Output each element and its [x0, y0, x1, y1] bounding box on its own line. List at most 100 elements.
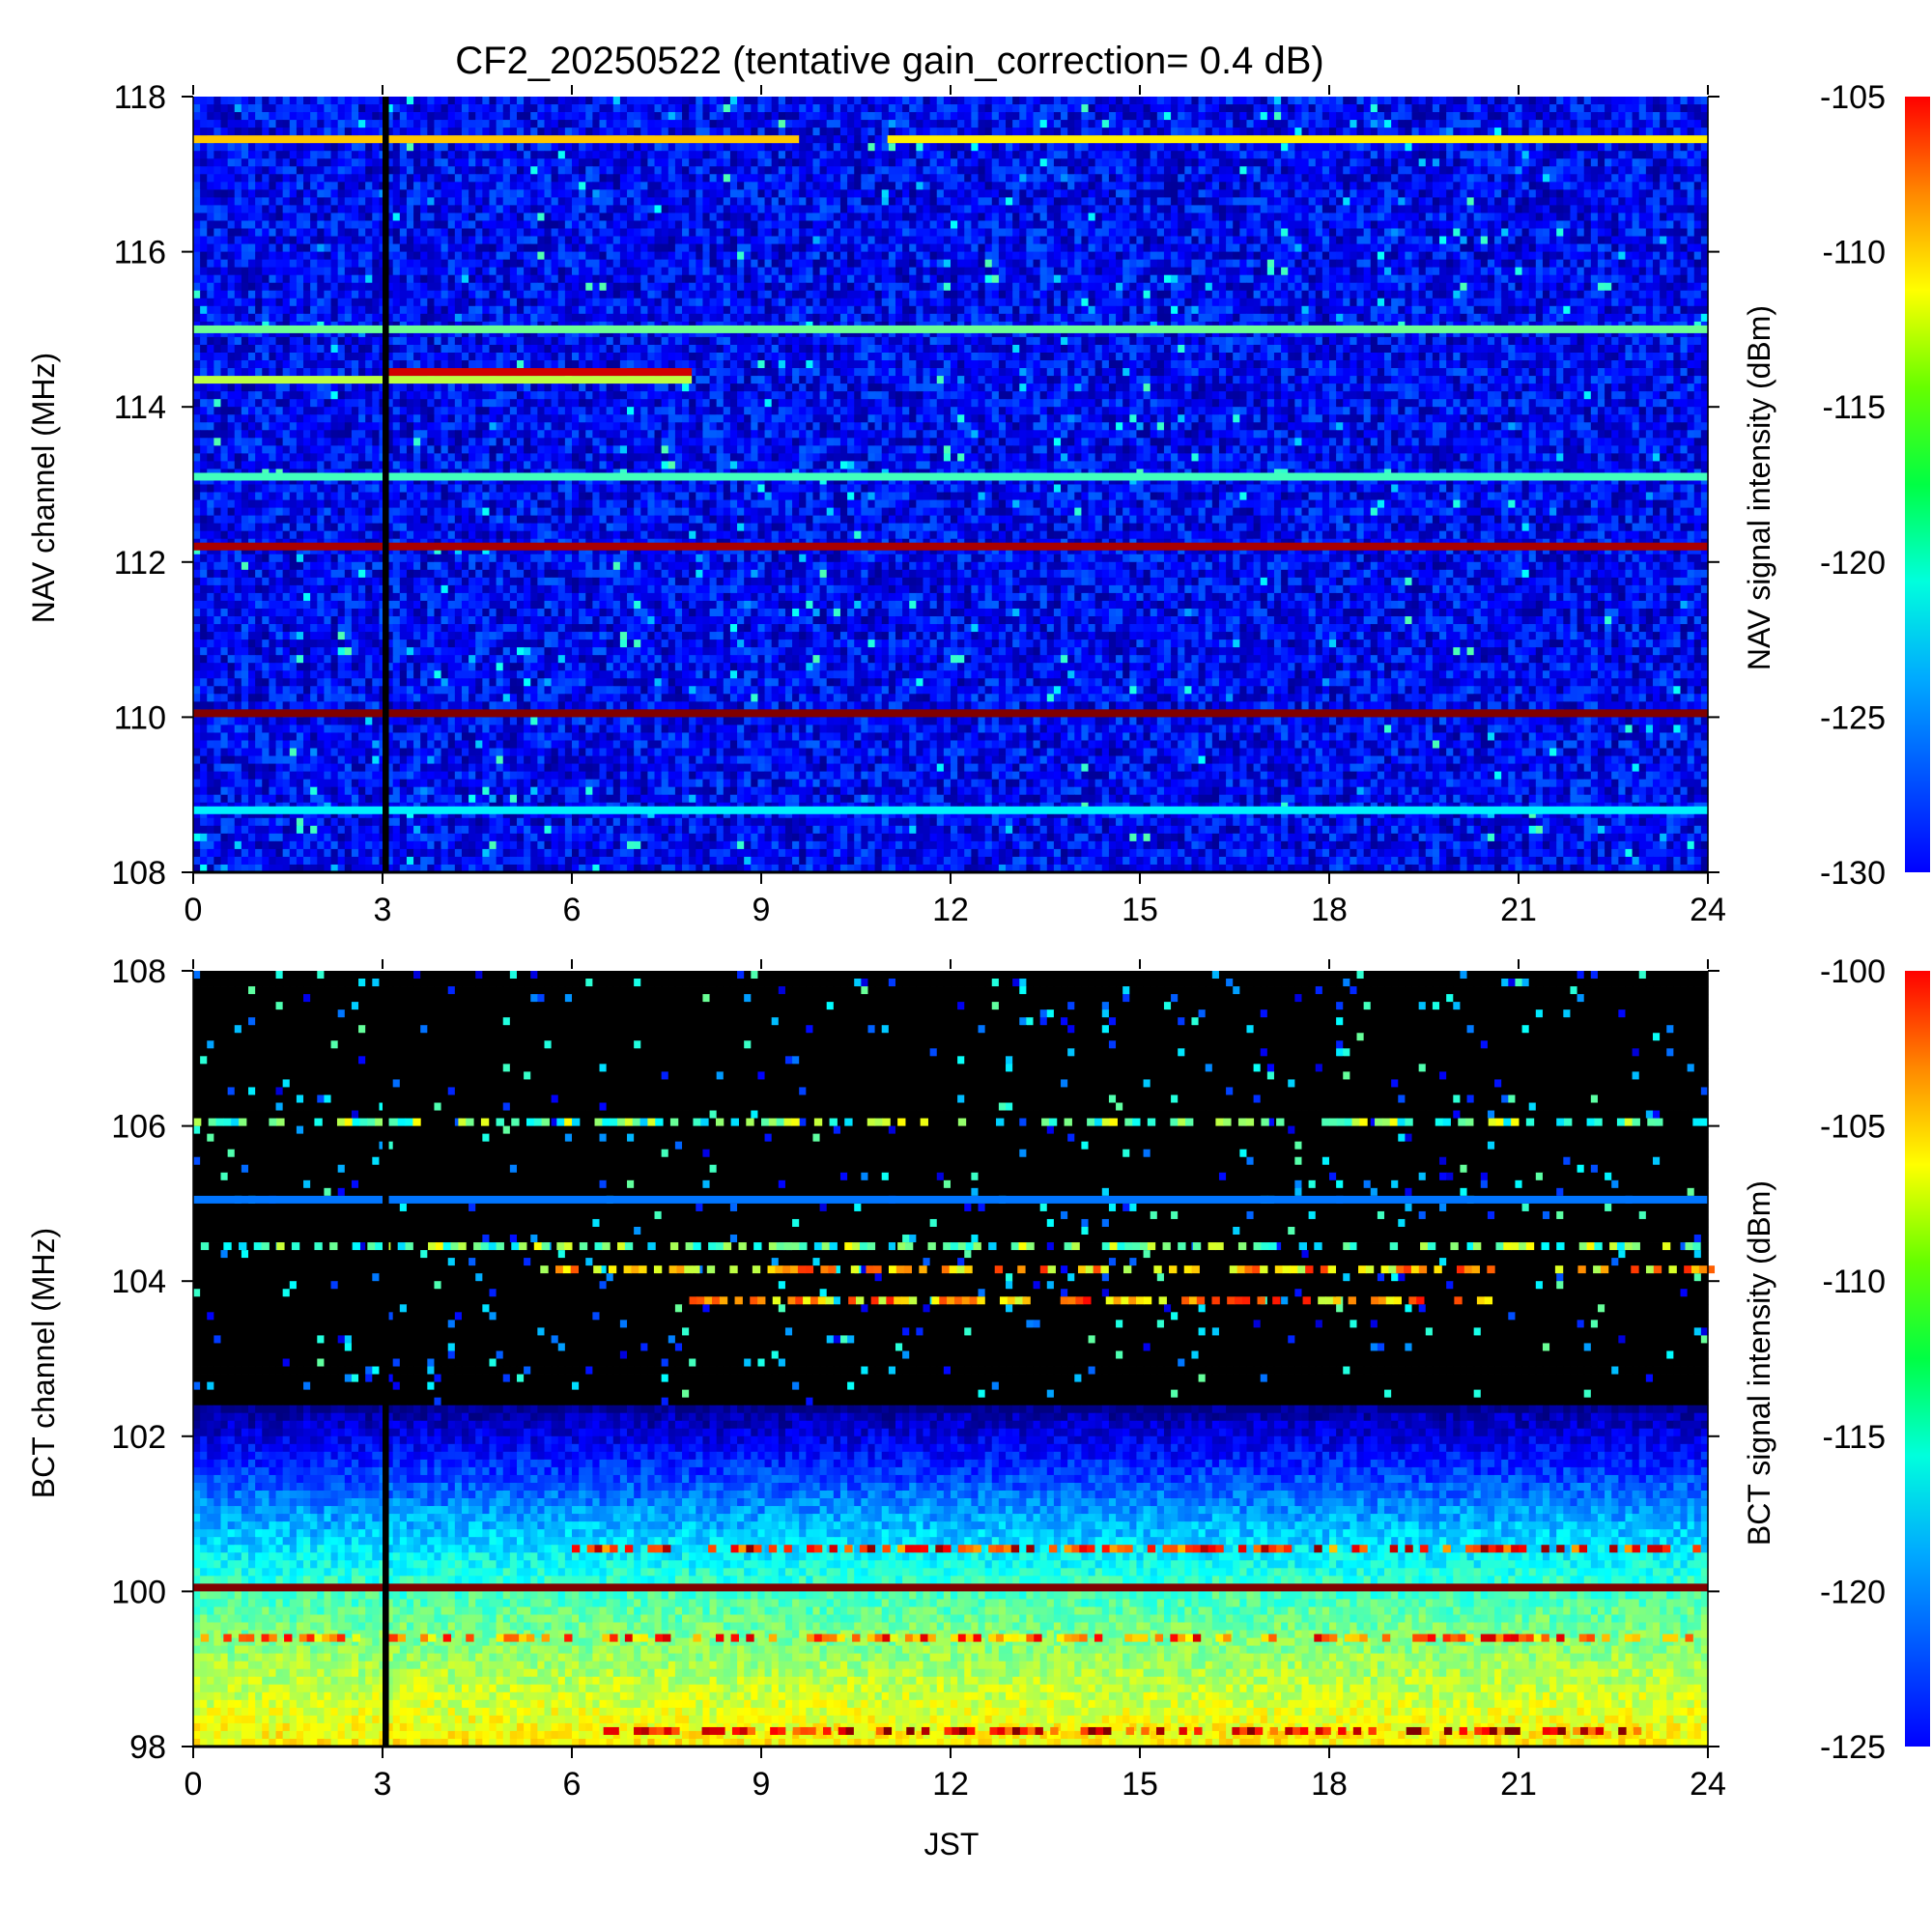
nav-heat-cell: [1212, 104, 1220, 112]
nav-heat-cell: [1246, 112, 1254, 120]
nav-heat-cell: [1081, 104, 1089, 112]
nav-heat-cell: [427, 104, 435, 112]
nav-heat-cell: [572, 120, 580, 128]
nav-heat-cell: [213, 120, 221, 128]
nav-heat-cell: [1412, 104, 1420, 112]
nav-heat-cell: [1453, 120, 1461, 128]
nav-heat-cell: [757, 112, 765, 120]
nav-heat-cell: [1239, 120, 1247, 128]
nav-heat-cell: [772, 104, 780, 112]
nav-heat-cell: [297, 112, 304, 120]
nav-heat-cell: [1316, 112, 1323, 120]
nav-heat-cell: [242, 112, 249, 120]
nav-heat-cell: [489, 120, 497, 128]
nav-heat-cell: [193, 97, 201, 104]
nav-heat-cell: [730, 97, 738, 104]
nav-heat-cell: [283, 97, 291, 104]
nav-heat-cell: [1577, 97, 1585, 104]
nav-heat-cell: [228, 120, 236, 128]
nav-heat-cell: [930, 104, 938, 112]
nav-heat-cell: [834, 120, 841, 128]
nav-heat-cell: [867, 112, 875, 120]
nav-heat-cell: [689, 120, 696, 128]
nav-heat-cell: [503, 97, 511, 104]
nav-heat-cell: [242, 120, 249, 128]
nav-heat-cell: [1294, 104, 1302, 112]
nav-heat-cell: [627, 97, 635, 104]
nav-heat-cell: [372, 112, 380, 120]
nav-heat-cell: [524, 97, 531, 104]
nav-heat-cell: [510, 120, 518, 128]
nav-heat-cell: [757, 120, 765, 128]
nav-heat-cell: [317, 120, 325, 128]
nav-heat-cell: [1371, 120, 1378, 128]
nav-heat-cell: [607, 97, 614, 104]
nav-heat-cell: [358, 112, 366, 120]
nav-heat-cell: [331, 120, 339, 128]
nav-heat-cell: [902, 120, 910, 128]
nav-heat-cell: [469, 97, 476, 104]
nav-heat-cell: [310, 128, 318, 135]
nav-heat-cell: [207, 104, 214, 112]
nav-heat-cell: [434, 128, 441, 135]
nav-heat-cell: [1611, 104, 1619, 112]
nav-heat-cell: [1584, 104, 1592, 112]
nav-heat-cell: [1012, 112, 1020, 120]
nav-heat-cell: [565, 97, 573, 104]
nav-heat-cell: [585, 120, 593, 128]
nav-heat-cell: [324, 112, 331, 120]
nav-heat-cell: [668, 104, 676, 112]
nav-heat-cell: [1012, 104, 1020, 112]
nav-heat-cell: [290, 128, 298, 135]
nav-heat-cell: [1515, 104, 1522, 112]
nav-heat-cell: [744, 104, 752, 112]
nav-heat-cell: [248, 128, 256, 135]
nav-heat-cell: [1144, 120, 1151, 128]
nav-heat-cell: [1274, 104, 1282, 112]
nav-heat-cell: [262, 112, 270, 120]
nav-heat-cell: [1095, 97, 1103, 104]
nav-heat-cell: [530, 104, 538, 112]
nav-heat-cell: [1109, 112, 1117, 120]
nav-heat-cell: [1646, 97, 1654, 104]
nav-heat-cell: [937, 120, 945, 128]
nav-heat-cell: [785, 112, 793, 120]
nav-heat-cell: [242, 97, 249, 104]
nav-heat-cell: [1577, 104, 1585, 112]
nav-heat-cell: [1646, 120, 1654, 128]
nav-heat-cell: [1012, 97, 1020, 104]
nav-heat-cell: [964, 104, 972, 112]
nav-heat-cell: [1040, 104, 1048, 112]
nav-heat-cell: [290, 120, 298, 128]
nav-heat-cell: [1666, 97, 1674, 104]
nav-heat-cell: [1556, 120, 1564, 128]
nav-heat-cell: [269, 120, 276, 128]
nav-heat-cell: [854, 97, 862, 104]
nav-heat-cell: [1549, 112, 1557, 120]
nav-heat-cell: [1405, 97, 1412, 104]
nav-heat-cell: [276, 128, 284, 135]
nav-heat-cell: [441, 104, 449, 112]
nav-heat-cell: [303, 104, 311, 112]
nav-heat-cell: [1398, 104, 1406, 112]
nav-heat-cell: [1034, 104, 1041, 112]
nav-heat-cell: [737, 120, 745, 128]
nav-heat-cell: [1239, 97, 1247, 104]
nav-heat-cell: [1233, 104, 1240, 112]
nav-heat-cell: [737, 97, 745, 104]
nav-heat-cell: [1102, 97, 1110, 104]
nav-heat-cell: [1474, 104, 1482, 112]
nav-heat-cell: [1336, 112, 1344, 120]
nav-heat-cell: [1433, 112, 1440, 120]
nav-heat-cell: [806, 112, 813, 120]
nav-heat-cell: [524, 120, 531, 128]
nav-heat-cell: [572, 104, 580, 112]
nav-heat-cell: [544, 104, 552, 112]
nav-heat-cell: [365, 120, 373, 128]
nav-heat-cell: [269, 128, 276, 135]
nav-heat-cell: [1019, 104, 1027, 112]
nav-heat-cell: [1191, 112, 1199, 120]
nav-heat-cell: [1460, 112, 1467, 120]
nav-heat-cell: [1136, 97, 1144, 104]
nav-heat-cell: [1488, 120, 1495, 128]
